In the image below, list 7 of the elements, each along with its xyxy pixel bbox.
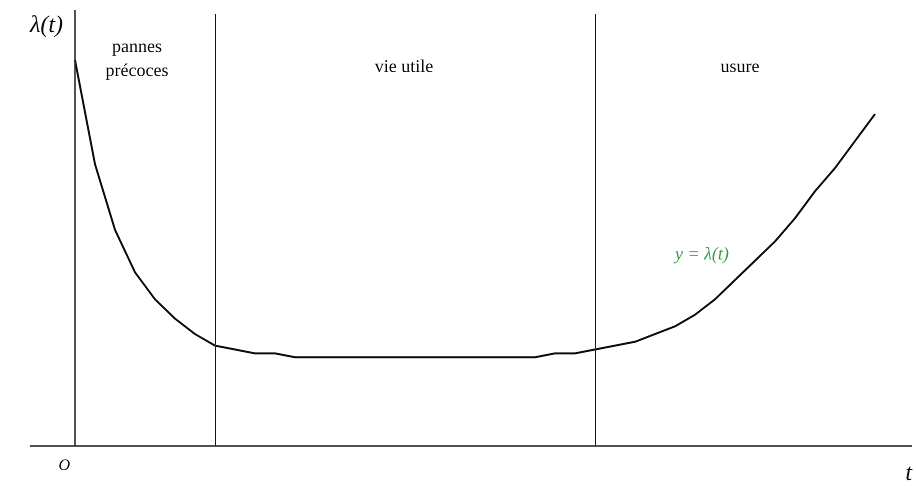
text: O [58,457,70,474]
series-label: y = λ(t) [673,243,729,264]
x-axis-title: t [905,460,914,486]
annotation: pannes précoces [106,36,168,80]
annotation: usure [720,56,760,76]
annotation: vie utile [374,56,434,76]
y-axis-title: λ(t) [28,12,64,38]
